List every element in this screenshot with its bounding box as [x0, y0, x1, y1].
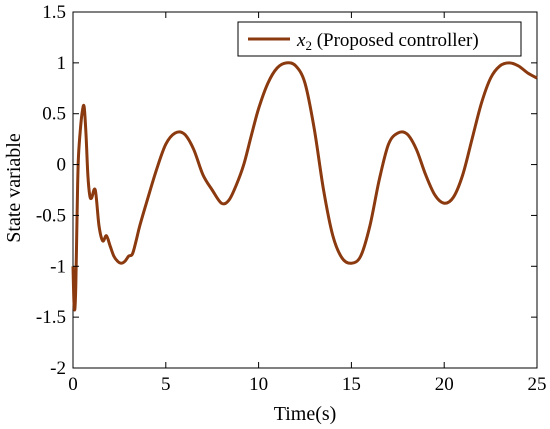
legend-label: (Proposed controller) — [312, 30, 479, 51]
y-tick-label: -1.5 — [36, 307, 66, 328]
y-tick-label: -0.5 — [36, 205, 66, 226]
legend-entry: x2 (Proposed controller) — [296, 30, 479, 53]
legend-subscript: 2 — [305, 38, 312, 53]
y-tick-label: 0.5 — [42, 104, 66, 125]
ticks-group: 0 5 10 15 20 25 -2 -1.5 -1 -0.5 0 0.5 1 1.5 — [36, 2, 547, 395]
x-tick-label: 15 — [342, 374, 361, 395]
plot-frame — [72, 11, 538, 369]
y-tick-label: 1.5 — [42, 2, 66, 23]
x-tick-label: 10 — [249, 374, 268, 395]
series-line-x2 — [71, 61, 538, 312]
y-axis-title: State variable — [3, 133, 25, 243]
y-tick-label: 1 — [57, 53, 67, 74]
x-tick-label: 25 — [528, 374, 547, 395]
series-group — [71, 61, 538, 312]
x-tick-label: 0 — [68, 374, 78, 395]
x-axis-title: Time(s) — [274, 403, 337, 425]
x-tick-label: 5 — [161, 374, 171, 395]
y-tick-label: -1 — [50, 256, 66, 277]
y-tick-label: 0 — [57, 155, 67, 176]
y-tick-label: -2 — [50, 358, 66, 379]
legend-math: x — [296, 30, 306, 51]
x-tick-label: 20 — [435, 374, 454, 395]
plot-area-border — [72, 11, 538, 369]
legend: x2 (Proposed controller) — [237, 21, 522, 57]
